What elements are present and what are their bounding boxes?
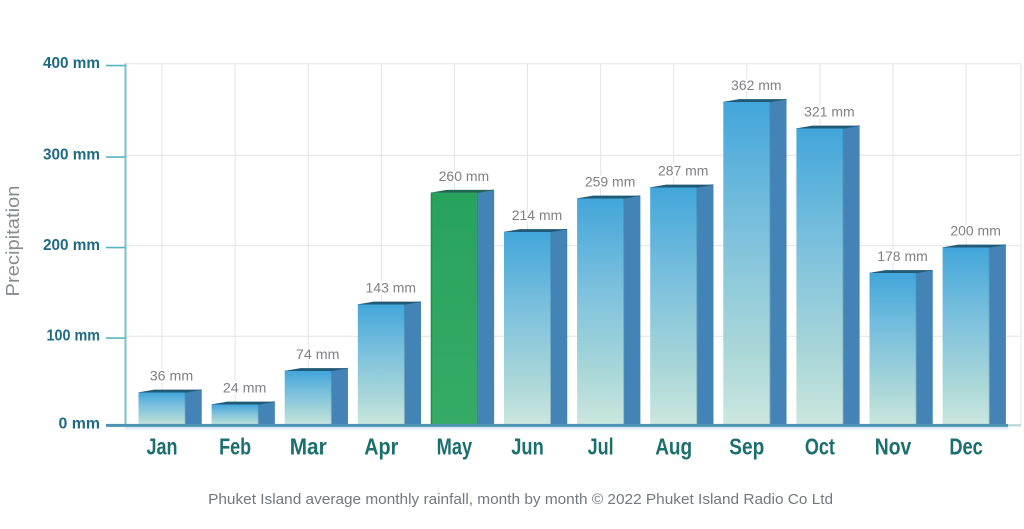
svg-text:74 mm: 74 mm	[296, 346, 340, 362]
svg-text:362 mm: 362 mm	[731, 77, 782, 93]
svg-text:178 mm: 178 mm	[877, 248, 928, 264]
svg-text:300 mm: 300 mm	[43, 146, 100, 163]
svg-text:Oct: Oct	[805, 434, 835, 460]
svg-text:200 mm: 200 mm	[43, 237, 100, 254]
svg-text:0 mm: 0 mm	[59, 416, 101, 433]
svg-text:321 mm: 321 mm	[804, 104, 855, 120]
svg-text:214 mm: 214 mm	[512, 207, 563, 223]
svg-text:259 mm: 259 mm	[585, 174, 636, 190]
svg-text:May: May	[437, 434, 473, 460]
svg-text:Precipitation: Precipitation	[2, 186, 23, 297]
svg-text:287 mm: 287 mm	[658, 163, 709, 179]
svg-text:100 mm: 100 mm	[47, 327, 101, 344]
svg-text:Sep: Sep	[729, 434, 764, 460]
svg-text:Jul: Jul	[588, 434, 614, 460]
svg-text:36 mm: 36 mm	[150, 368, 194, 384]
svg-text:400 mm: 400 mm	[43, 55, 100, 72]
svg-text:Jun: Jun	[511, 434, 544, 460]
svg-text:143 mm: 143 mm	[366, 280, 417, 296]
svg-text:Apr: Apr	[364, 434, 398, 460]
svg-text:Phuket Island average monthly: Phuket Island average monthly rainfall, …	[208, 491, 833, 508]
svg-text:Dec: Dec	[949, 434, 983, 460]
svg-text:Nov: Nov	[875, 434, 912, 460]
svg-text:24 mm: 24 mm	[223, 380, 267, 396]
svg-text:Aug: Aug	[655, 434, 692, 460]
svg-text:Feb: Feb	[219, 434, 251, 460]
svg-text:Mar: Mar	[290, 434, 327, 460]
svg-text:200 mm: 200 mm	[950, 223, 1001, 239]
svg-text:Jan: Jan	[147, 434, 178, 460]
svg-text:260 mm: 260 mm	[439, 168, 490, 184]
